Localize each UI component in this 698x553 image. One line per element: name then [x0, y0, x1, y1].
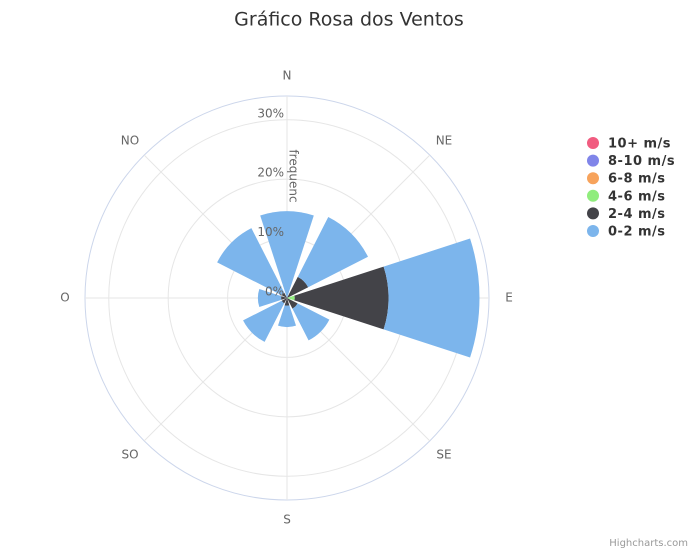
- rose-segment: [243, 300, 285, 342]
- y-tick-label: 30%: [257, 106, 284, 120]
- legend-label: 0-2 m/s: [608, 225, 666, 240]
- rose-segment: [297, 217, 368, 288]
- legend-label: 4-6 m/s: [608, 189, 666, 204]
- rose-segment: [287, 295, 295, 301]
- y-tick-label: 10%: [257, 225, 284, 239]
- legend-marker: [587, 225, 599, 237]
- rose-segment: [281, 298, 287, 304]
- rose-segment: [278, 305, 296, 328]
- legend-label: 8-10 m/s: [608, 154, 675, 169]
- x-tick-label: SO: [121, 447, 138, 461]
- legend-marker: [587, 189, 599, 202]
- legend-label: 2-4 m/s: [608, 207, 666, 222]
- x-tick-label: E: [505, 291, 513, 305]
- rose-segment: [287, 298, 298, 309]
- x-tick-label: N: [283, 69, 292, 83]
- x-tick-label: O: [60, 291, 69, 305]
- legend-label: 6-8 m/s: [608, 172, 666, 187]
- legend-label: 10+ m/s: [608, 137, 671, 152]
- legend-marker: [587, 207, 599, 220]
- y-tick-label: 20%: [257, 166, 284, 180]
- x-tick-label: S: [283, 513, 291, 527]
- rose-segment: [260, 211, 314, 298]
- credit[interactable]: Highcharts.com: [609, 538, 688, 549]
- chart-title: Gráfico Rosa dos Ventos: [234, 9, 464, 31]
- rose-segment: [257, 289, 282, 307]
- rose-segment: [284, 298, 290, 306]
- legend-marker: [587, 172, 599, 185]
- x-tick-label: SE: [436, 447, 451, 461]
- rose-segment: [281, 292, 287, 298]
- y-tick-label: 0%: [265, 285, 284, 299]
- rose-segment: [292, 303, 330, 341]
- rose-segment: [287, 276, 309, 298]
- x-tick-label: NE: [436, 134, 453, 148]
- x-tick-label: NO: [121, 134, 139, 148]
- rose-segment: [294, 266, 389, 330]
- legend-marker: [587, 137, 599, 149]
- rose-segment: [383, 238, 480, 358]
- rose-segment: [217, 228, 285, 296]
- y-axis-title: frequenc: [287, 149, 301, 202]
- legend-marker: [587, 154, 599, 167]
- rose-segment: [281, 296, 287, 300]
